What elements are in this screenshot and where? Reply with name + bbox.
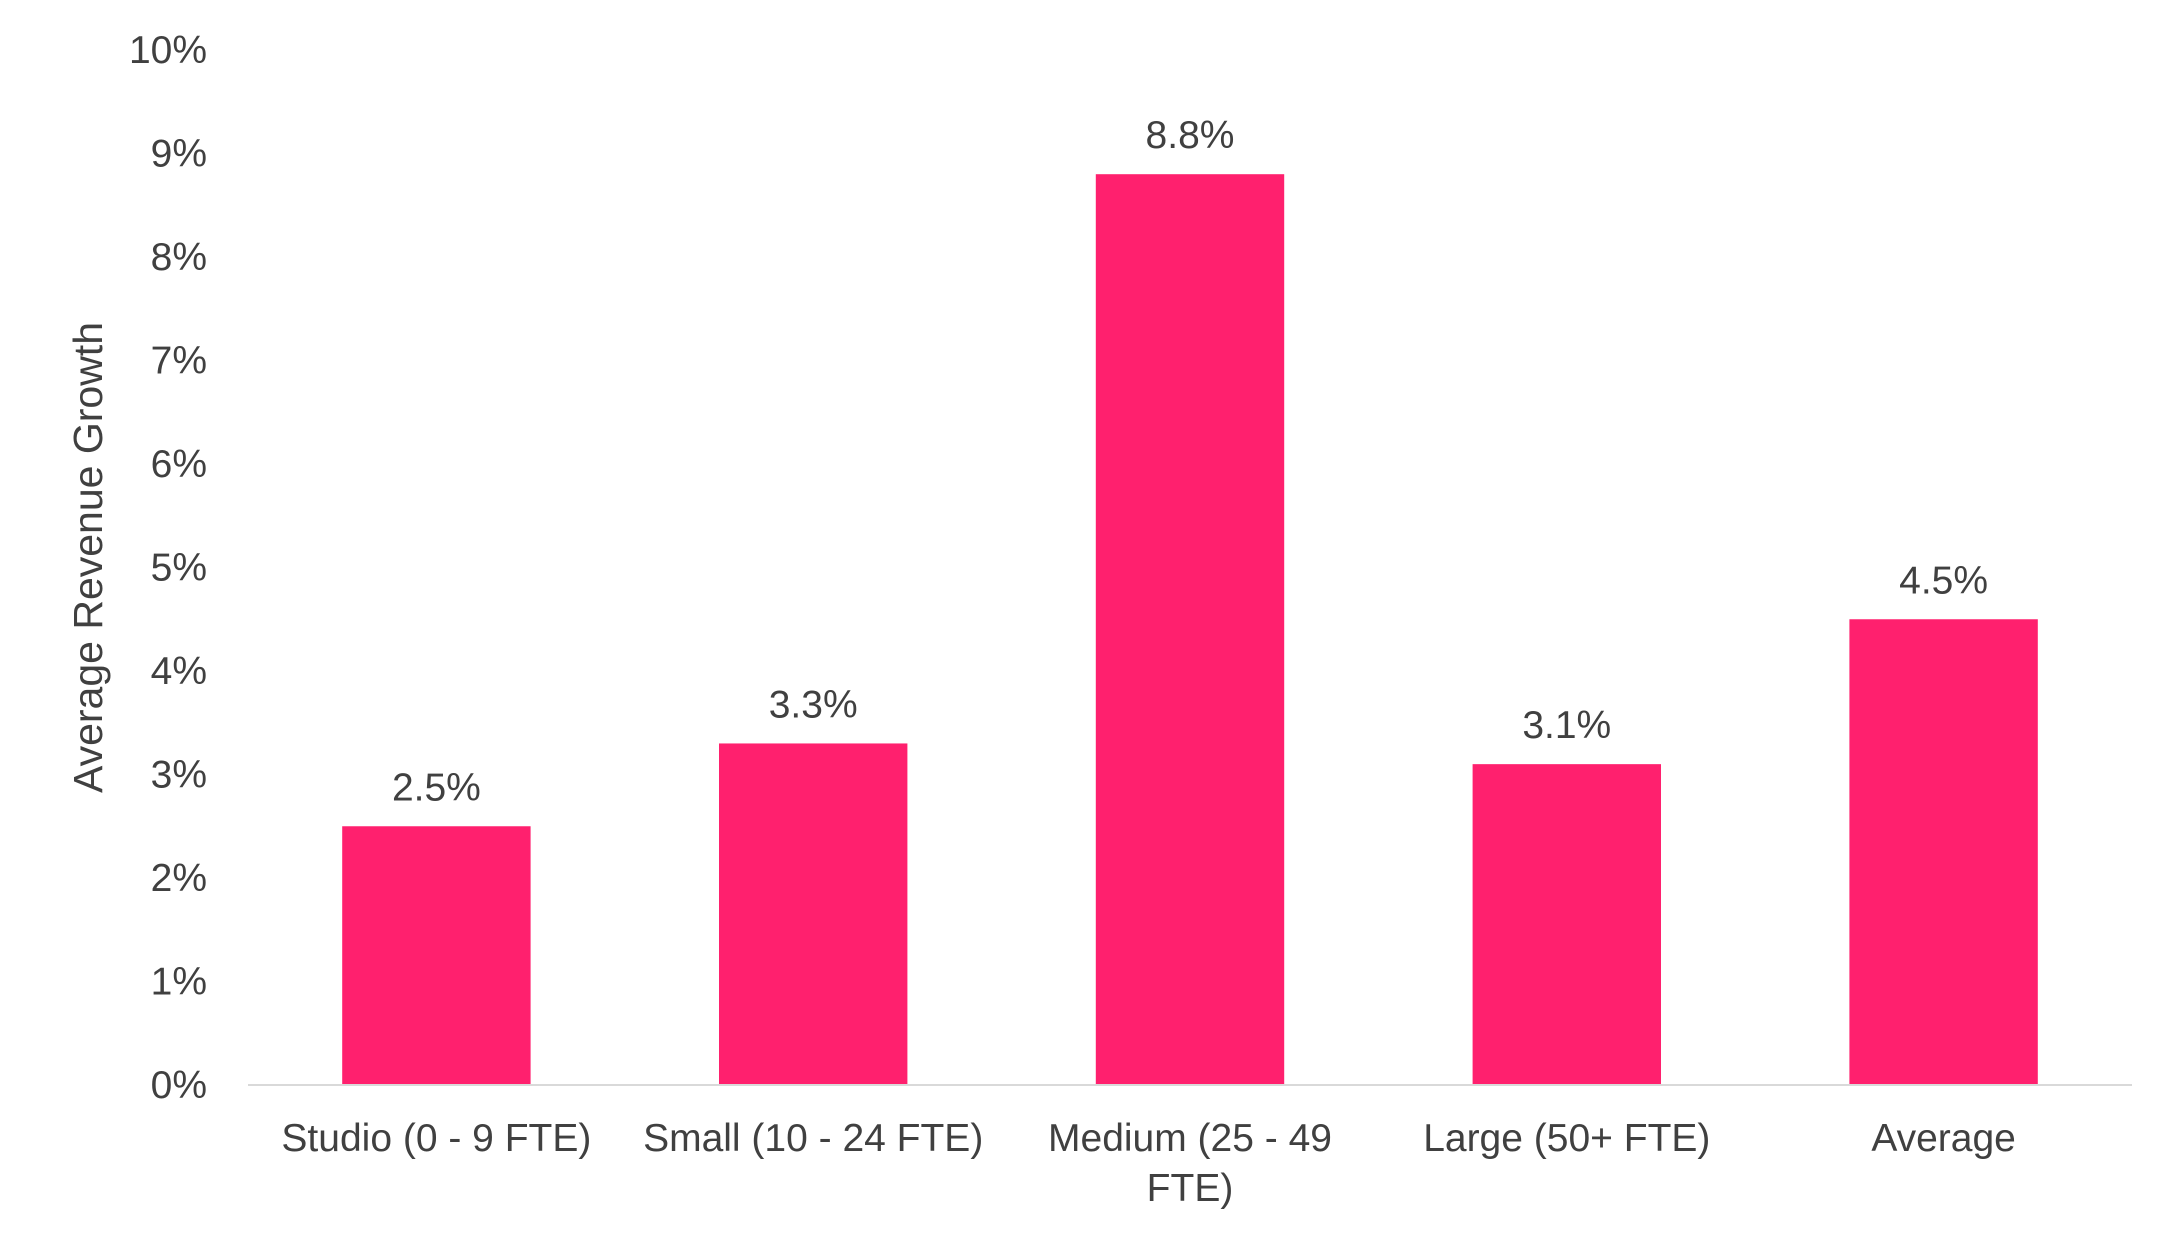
bar bbox=[1472, 764, 1661, 1085]
bar bbox=[1849, 619, 2038, 1085]
x-axis-labels: Studio (0 - 9 FTE) Small (10 - 24 FTE) Med… bbox=[281, 1117, 2015, 1210]
bar-data-label: 4.5% bbox=[1899, 559, 1988, 602]
x-category-label: Average bbox=[1871, 1117, 2016, 1160]
y-axis-ticks: 0% 1% 2% 3% 4% 5% 6% 7% 8% 9% 10% bbox=[129, 29, 207, 1107]
x-category-label: Medium (25 - 49 bbox=[1048, 1117, 1332, 1160]
bar bbox=[719, 743, 908, 1085]
bar-data-label: 3.3% bbox=[769, 683, 858, 726]
x-category-label: FTE) bbox=[1147, 1167, 1234, 1210]
y-tick-label: 3% bbox=[151, 754, 207, 797]
bar bbox=[342, 826, 531, 1085]
bars bbox=[342, 174, 2038, 1085]
x-category-label: Large (50+ FTE) bbox=[1423, 1117, 1710, 1160]
y-tick-label: 1% bbox=[151, 961, 207, 1004]
y-axis-title: Average Revenue Growth bbox=[65, 322, 111, 793]
y-tick-label: 4% bbox=[151, 650, 207, 693]
y-tick-label: 0% bbox=[151, 1064, 207, 1107]
y-tick-label: 5% bbox=[151, 547, 207, 590]
y-tick-label: 7% bbox=[151, 340, 207, 383]
bar-data-label: 3.1% bbox=[1522, 704, 1611, 747]
x-category-label: Small (10 - 24 FTE) bbox=[643, 1117, 983, 1160]
bar-data-label: 2.5% bbox=[392, 766, 481, 809]
bar-data-label: 8.8% bbox=[1146, 114, 1235, 157]
y-tick-label: 9% bbox=[151, 133, 207, 176]
y-tick-label: 6% bbox=[151, 443, 207, 486]
y-tick-label: 2% bbox=[151, 857, 207, 900]
y-tick-label: 8% bbox=[151, 236, 207, 279]
bar bbox=[1095, 174, 1285, 1085]
y-tick-label: 10% bbox=[129, 29, 207, 72]
data-labels: 2.5% 3.3% 8.8% 3.1% 4.5% bbox=[392, 114, 1988, 809]
x-category-label: Studio (0 - 9 FTE) bbox=[281, 1117, 591, 1160]
